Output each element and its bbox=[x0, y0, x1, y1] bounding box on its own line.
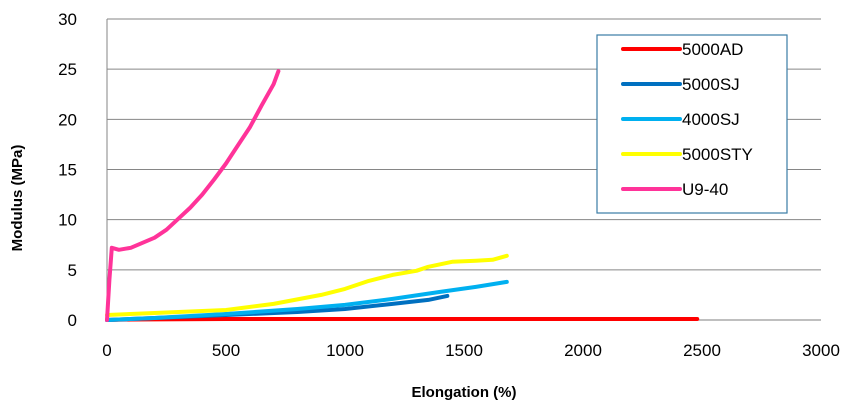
series-line-5000sty bbox=[105, 253, 509, 317]
x-tick-label: 0 bbox=[102, 341, 111, 360]
y-tick-label: 5 bbox=[68, 261, 77, 280]
legend-label-4000sj: 4000SJ bbox=[682, 110, 740, 129]
series-line-5000ad bbox=[105, 317, 700, 322]
y-tick-label: 0 bbox=[68, 311, 77, 330]
x-tick-label: 1500 bbox=[445, 341, 483, 360]
legend-label-u9-40: U9-40 bbox=[682, 180, 728, 199]
y-axis-title: Modulus (MPa) bbox=[9, 145, 26, 252]
series-lines bbox=[105, 69, 700, 322]
y-tick-label: 30 bbox=[58, 10, 77, 29]
legend-label-5000sj: 5000SJ bbox=[682, 75, 740, 94]
legend-label-5000sty: 5000STY bbox=[682, 145, 753, 164]
x-tick-label: 500 bbox=[212, 341, 240, 360]
y-tick-label: 10 bbox=[58, 211, 77, 230]
x-tick-label: 2000 bbox=[564, 341, 602, 360]
y-tick-label: 25 bbox=[58, 60, 77, 79]
legend-box bbox=[596, 34, 788, 214]
series-line-4000sj bbox=[105, 279, 509, 322]
y-tick-label: 20 bbox=[58, 110, 77, 129]
x-tick-label: 3000 bbox=[802, 341, 840, 360]
y-tick-label: 15 bbox=[58, 161, 77, 180]
y-tick-labels: 0 5 10 15 20 25 30 bbox=[58, 10, 77, 330]
x-tick-label: 2500 bbox=[683, 341, 721, 360]
x-axis-title: Elongation (%) bbox=[412, 384, 517, 401]
legend-label-5000ad: 5000AD bbox=[682, 40, 743, 59]
legend-items: 5000AD 5000SJ 4000SJ 5000STY U9-40 bbox=[621, 40, 753, 199]
series-line-u9-40 bbox=[105, 69, 281, 322]
x-tick-label: 1000 bbox=[326, 341, 364, 360]
gridlines bbox=[106, 18, 821, 321]
x-tick-labels: 0 500 1000 1500 2000 2500 3000 bbox=[102, 341, 840, 360]
legend: 5000AD 5000SJ 4000SJ 5000STY U9-40 bbox=[596, 34, 788, 214]
